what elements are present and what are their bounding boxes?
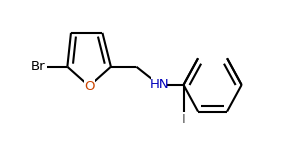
Text: Br: Br bbox=[31, 60, 46, 73]
FancyBboxPatch shape bbox=[84, 78, 95, 94]
FancyBboxPatch shape bbox=[152, 77, 167, 93]
FancyBboxPatch shape bbox=[180, 112, 187, 128]
Text: I: I bbox=[182, 114, 185, 127]
FancyBboxPatch shape bbox=[30, 59, 47, 75]
Text: O: O bbox=[84, 80, 94, 93]
Text: HN: HN bbox=[150, 78, 169, 91]
